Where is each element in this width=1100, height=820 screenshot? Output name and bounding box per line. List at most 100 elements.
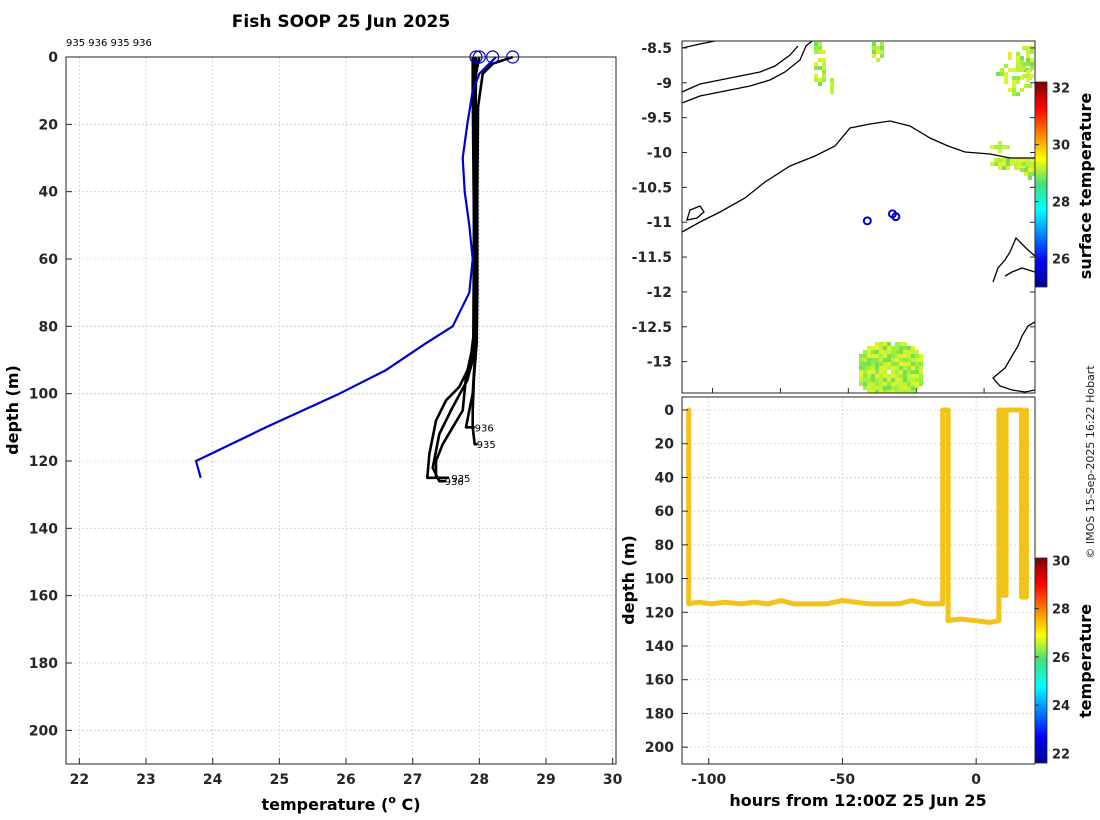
sst-pixel — [859, 362, 863, 366]
time-depth-background — [682, 397, 1035, 764]
left-y-tick-label: 0 — [48, 50, 58, 66]
sst-pixel — [895, 354, 899, 358]
sst-pixel — [863, 378, 867, 382]
sst-pixel — [907, 362, 911, 366]
sst-pixel — [907, 378, 911, 382]
coastline-north-3 — [682, 41, 716, 49]
sst-pixel — [1018, 162, 1022, 166]
profile-ids-label: 935 936 935 936 — [66, 38, 152, 49]
sst-pixel — [911, 358, 915, 362]
sst-pixel — [1004, 72, 1008, 76]
sst-pixel — [818, 78, 822, 82]
left-y-tick-label: 100 — [29, 387, 58, 403]
map-y-tick-label: -9.5 — [641, 111, 672, 127]
sst-pixel — [899, 390, 903, 393]
time-depth-colorbar-label: temperature — [1076, 604, 1095, 718]
sst-pixel — [818, 66, 822, 70]
sst-pixel — [871, 390, 875, 393]
left-y-axis-label: depth (m) — [3, 365, 22, 455]
sst-pixel — [887, 374, 891, 378]
map-y-tick-label: -12.5 — [632, 320, 672, 336]
sst-pixel — [879, 354, 883, 358]
map-colorbar-tick-label: 30 — [1052, 139, 1070, 154]
sst-pixel — [814, 66, 818, 70]
sst-pixel — [998, 166, 1002, 170]
sst-pixel — [899, 366, 903, 370]
coastline-coast-se-2 — [992, 321, 1035, 393]
sst-pixel — [887, 350, 891, 354]
time-depth-y-tick-label: 200 — [645, 740, 674, 756]
sst-pixel — [1008, 56, 1012, 60]
sst-pixel — [883, 382, 887, 386]
sst-pixel — [875, 366, 879, 370]
sst-pixel — [895, 378, 899, 382]
sst-pixel — [891, 366, 895, 370]
sst-pixel — [1012, 88, 1016, 92]
sst-pixel — [879, 350, 883, 354]
sst-pixel — [994, 158, 998, 162]
time-depth-grid — [682, 397, 1035, 764]
sst-pixel — [911, 378, 915, 382]
sst-pixel — [883, 370, 887, 374]
sst-pixel — [875, 370, 879, 374]
sst-pixel — [830, 86, 834, 90]
sst-pixel — [1002, 166, 1006, 170]
sst-pixel — [891, 386, 895, 390]
sst-pixel — [1024, 168, 1028, 172]
sst-pixel — [871, 378, 875, 382]
sst-pixel — [863, 374, 867, 378]
left-y-tick-label: 200 — [29, 723, 58, 739]
sst-pixel — [994, 145, 998, 149]
sst-pixel — [891, 346, 895, 350]
profile-line-0 — [194, 56, 497, 479]
sst-pixel — [1026, 78, 1030, 82]
sst-pixel — [887, 346, 891, 350]
sst-pixel — [880, 54, 884, 58]
sst-pixel — [876, 58, 880, 62]
sst-pixel — [883, 350, 887, 354]
sst-pixel — [1002, 145, 1006, 149]
sst-pixel — [1012, 92, 1016, 96]
sst-pixel — [871, 370, 875, 374]
sst-pixel — [895, 346, 899, 350]
sst-pixel — [907, 346, 911, 350]
sst-pixel — [903, 354, 907, 358]
sst-pixel — [915, 350, 919, 354]
map-sst-pixels — [814, 41, 1035, 393]
sst-pixel — [907, 354, 911, 358]
sst-pixel — [899, 362, 903, 366]
sst-pixel — [891, 370, 895, 374]
sst-pixel — [899, 342, 903, 346]
profile-line-2 — [434, 56, 478, 480]
profile-line-5 — [431, 57, 476, 483]
sst-pixel — [895, 370, 899, 374]
imos-credit: © IMOS 15-Sep-2025 16:22 Hobart — [1084, 365, 1097, 559]
sst-pixel — [1018, 158, 1022, 162]
sst-pixel — [998, 141, 1002, 145]
left-x-tick-label: 27 — [403, 772, 422, 788]
sst-pixel — [1028, 84, 1032, 88]
sst-pixel — [899, 370, 903, 374]
sst-pixel — [919, 362, 923, 366]
sst-pixel — [863, 358, 867, 362]
sst-pixel — [863, 354, 867, 358]
sst-pixel — [887, 382, 891, 386]
sst-pixel — [895, 386, 899, 390]
sst-pixel — [875, 346, 879, 350]
sst-pixel — [879, 386, 883, 390]
sst-pixel — [879, 342, 883, 346]
sst-pixel — [863, 386, 867, 390]
sst-pixel — [1030, 158, 1034, 162]
sst-pixel — [1030, 62, 1034, 66]
coastline-north-1 — [682, 45, 799, 93]
time-depth-x-axis-label: hours from 12:00Z 25 Jun 25 — [729, 791, 986, 810]
time-depth-trace-line — [686, 407, 1029, 625]
sst-pixel — [875, 342, 879, 346]
map-y-tick-label: -8.5 — [641, 41, 672, 57]
map-y-tick-label: -9 — [656, 76, 672, 92]
sst-pixel — [903, 350, 907, 354]
map-colorbar-tick-label: 28 — [1052, 196, 1070, 211]
sst-pixel — [1004, 64, 1008, 68]
time-depth-colorbar-tick-label: 24 — [1052, 699, 1070, 714]
sst-pixel — [891, 354, 895, 358]
